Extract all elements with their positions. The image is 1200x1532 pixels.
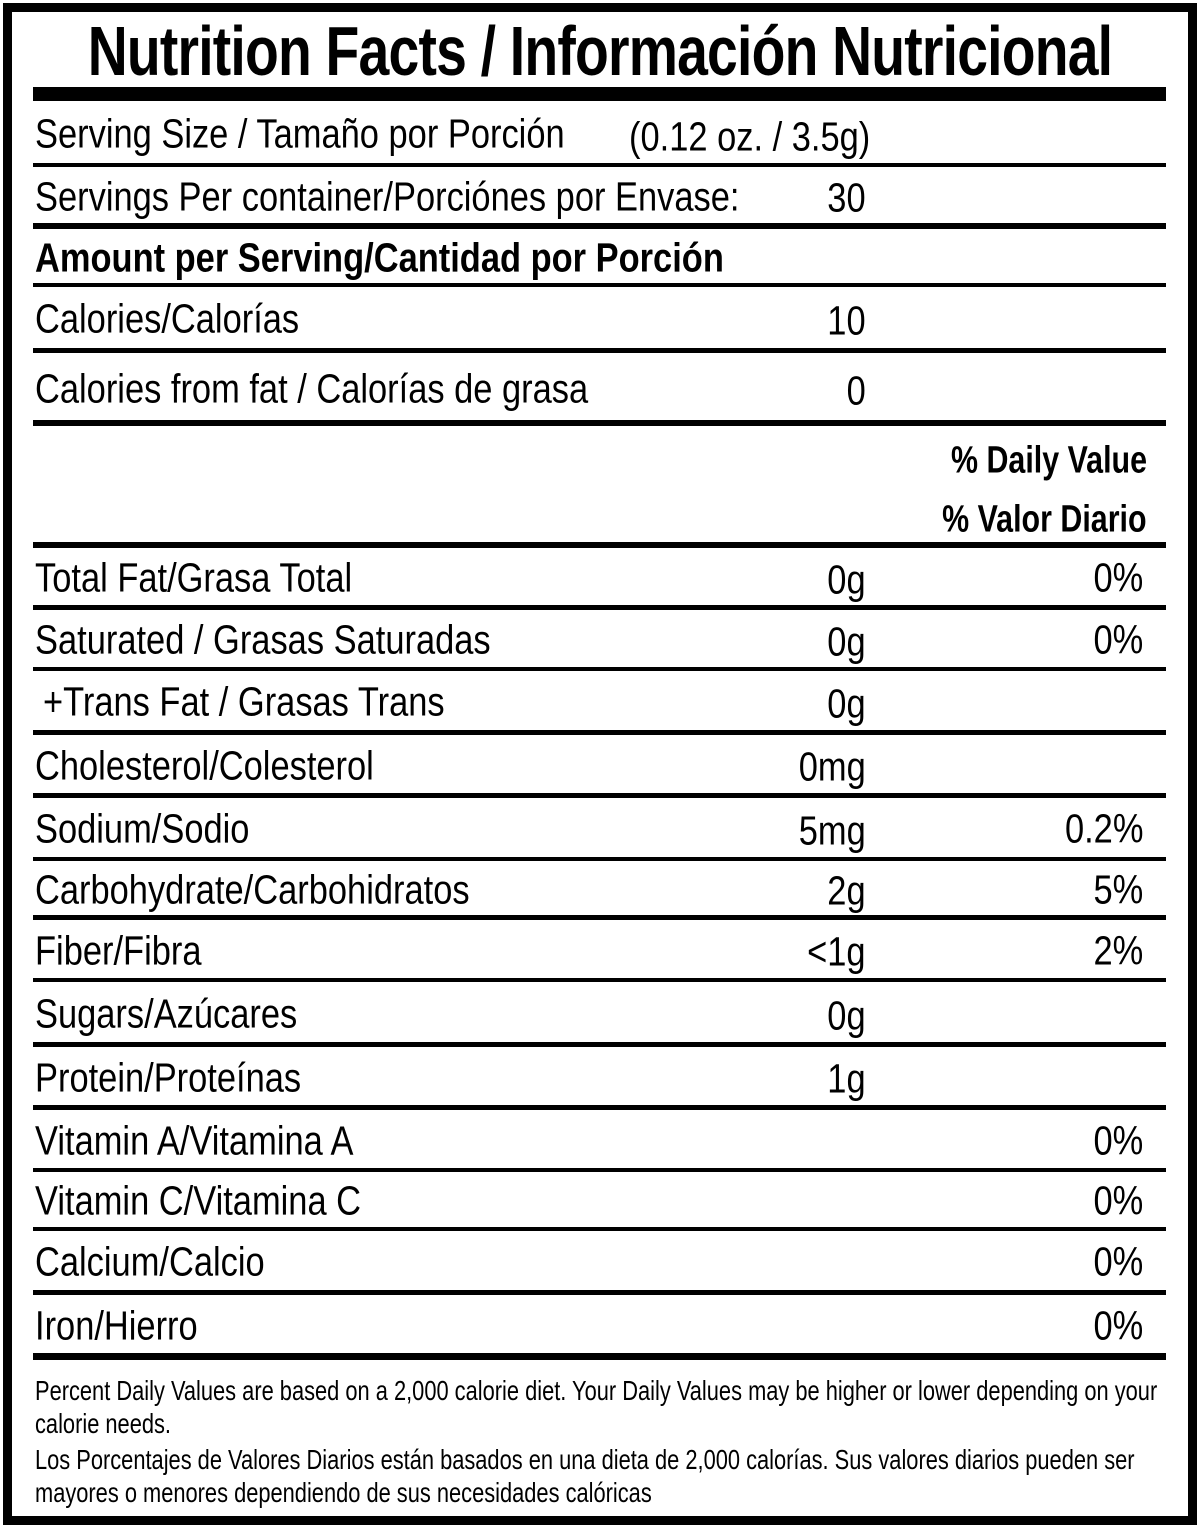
nutrition-label: Nutrition Facts / Información Nutriciona… — [33, 12, 1166, 1532]
nutrient-row-sugars: Sugars/Azúcares 0g — [33, 982, 1166, 1047]
footnote-line: mayores o menores dependiendo de sus nec… — [35, 1477, 652, 1508]
amount-per-serving-row: Amount per Serving/Cantidad por Porción — [33, 229, 1166, 287]
footnote-spanish: Los Porcentajes de Valores Diarios están… — [33, 1443, 1166, 1509]
nutrient-row-sodium: Sodium/Sodio 5mg 0.2% — [33, 798, 1166, 861]
nutrient-row-protein: Protein/Proteínas 1g — [33, 1047, 1166, 1110]
nutrient-amount: 0g — [827, 680, 866, 727]
calories-from-fat-row: Calories from fat / Calorías de grasa 0 — [33, 353, 1166, 426]
nutrient-label: Saturated / Grasas Saturadas — [35, 616, 491, 663]
calories-row: Calories/Calorías 10 — [33, 287, 1166, 353]
servings-per-container-value: 30 — [827, 174, 866, 221]
nutrient-amount: 2g — [827, 867, 866, 914]
footnote: Percent Daily Values are based on a 2,00… — [33, 1360, 1166, 1532]
nutrient-row-fiber: Fiber/Fibra <1g 2% — [33, 920, 1166, 982]
daily-value-header-en: % Daily Value — [950, 439, 1147, 482]
nutrient-label: Vitamin C/Vitamina C — [35, 1177, 362, 1224]
nutrient-daily-value: 5% — [1093, 866, 1143, 913]
nutrient-daily-value: 0% — [1093, 616, 1143, 663]
nutrient-row-trans-fat: +Trans Fat / Grasas Trans 0g — [33, 671, 1166, 735]
calories-value: 10 — [827, 297, 866, 344]
amount-per-serving-header: Amount per Serving/Cantidad por Porción — [35, 234, 724, 281]
nutrient-label: Vitamin A/Vitamina A — [35, 1117, 354, 1164]
nutrient-daily-value: 0.2% — [1064, 805, 1143, 852]
nutrient-row-carbohydrate: Carbohydrate/Carbohidratos 2g 5% — [33, 861, 1166, 920]
nutrient-label: Total Fat/Grasa Total — [35, 554, 353, 601]
calories-label: Calories/Calorías — [35, 295, 300, 342]
nutrient-row-calcium: Calcium/Calcio 0% — [33, 1231, 1166, 1295]
nutrient-label: Sodium/Sodio — [35, 805, 250, 852]
serving-size-value: (0.12 oz. / 3.5g) — [629, 113, 871, 160]
daily-value-header-block: % Daily Value % Valor Diario — [33, 426, 1166, 548]
nutrient-amount: 0mg — [798, 743, 866, 790]
footnote-english: Percent Daily Values are based on a 2,00… — [33, 1374, 1166, 1440]
label-header: Nutrition Facts / Información Nutriciona… — [33, 12, 1166, 90]
label-outer-border — [3, 3, 1197, 1525]
nutrient-daily-value: 2% — [1093, 927, 1143, 974]
serving-size-row: Serving Size / Tamaño por Porción (0.12 … — [33, 101, 1166, 167]
servings-per-container-label: Servings Per container/Porciónes por Env… — [35, 173, 740, 220]
nutrient-amount: 1g — [827, 1055, 866, 1102]
nutrient-daily-value: 0% — [1093, 1238, 1143, 1285]
nutrient-label: Protein/Proteínas — [35, 1054, 302, 1101]
nutrient-label: Fiber/Fibra — [35, 927, 202, 974]
nutrient-daily-value: 0% — [1093, 1302, 1143, 1349]
nutrient-row-vitamin-a: Vitamin A/Vitamina A 0% — [33, 1110, 1166, 1172]
nutrient-label: Sugars/Azúcares — [35, 990, 298, 1037]
nutrient-label: Cholesterol/Colesterol — [35, 742, 374, 789]
nutrient-amount: 0g — [827, 556, 866, 603]
nutrient-amount: <1g — [807, 928, 866, 975]
nutrient-row-total-fat: Total Fat/Grasa Total 0g 0% — [33, 548, 1166, 610]
nutrient-row-iron: Iron/Hierro 0% — [33, 1295, 1166, 1360]
nutrient-amount: 5mg — [798, 807, 866, 854]
nutrient-daily-value: 0% — [1093, 554, 1143, 601]
nutrient-label: Calcium/Calcio — [35, 1238, 265, 1285]
calories-from-fat-value: 0 — [846, 367, 866, 414]
nutrient-amount: 0g — [827, 992, 866, 1039]
calories-from-fat-label: Calories from fat / Calorías de grasa — [35, 365, 589, 411]
footnote-line: calorie needs. — [35, 1408, 171, 1439]
servings-per-container-row: Servings Per container/Porciónes por Env… — [33, 167, 1166, 229]
footnote-line: Percent Daily Values are based on a 2,00… — [35, 1375, 1158, 1406]
label-title: Nutrition Facts / Información Nutriciona… — [87, 12, 1112, 90]
footnote-line: Los Porcentajes de Valores Diarios están… — [35, 1444, 1135, 1475]
nutrient-daily-value: 0% — [1093, 1177, 1143, 1224]
nutrient-row-cholesterol: Cholesterol/Colesterol 0mg — [33, 735, 1166, 798]
title-divider-bar — [33, 87, 1166, 101]
serving-size-label: Serving Size / Tamaño por Porción — [35, 110, 565, 157]
nutrient-daily-value: 0% — [1093, 1117, 1143, 1164]
nutrient-amount: 0g — [827, 618, 866, 665]
nutrient-label: Carbohydrate/Carbohidratos — [35, 866, 470, 913]
nutrient-row-saturated-fat: Saturated / Grasas Saturadas 0g 0% — [33, 610, 1166, 671]
nutrient-label: Iron/Hierro — [35, 1302, 198, 1349]
nutrient-row-vitamin-c: Vitamin C/Vitamina C 0% — [33, 1172, 1166, 1231]
daily-value-header-es: % Valor Diario — [942, 498, 1147, 541]
nutrient-label: +Trans Fat / Grasas Trans — [43, 678, 445, 725]
